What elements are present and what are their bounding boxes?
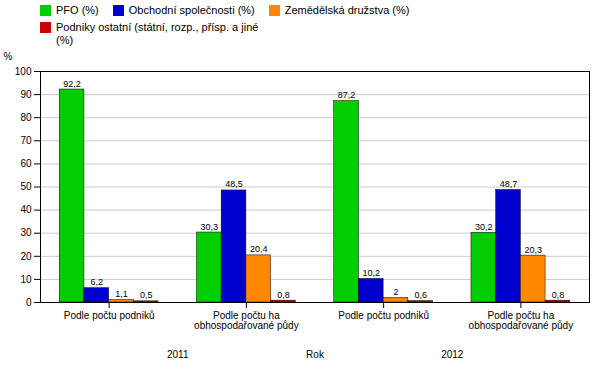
svg-text:2: 2 <box>393 287 398 297</box>
svg-text:Podle počtu podniků: Podle počtu podniků <box>64 310 155 321</box>
svg-text:2012: 2012 <box>441 349 464 360</box>
svg-text:20,4: 20,4 <box>250 244 268 254</box>
svg-text:100: 100 <box>15 66 32 77</box>
svg-text:Rok: Rok <box>306 349 325 360</box>
svg-text:50: 50 <box>20 181 32 192</box>
svg-text:40: 40 <box>20 204 32 215</box>
html-text:PFO (%): PFO (%) <box>56 4 99 16</box>
svg-text:30,2: 30,2 <box>475 222 493 232</box>
svg-text:0,6: 0,6 <box>414 290 427 300</box>
svg-text:10: 10 <box>20 274 32 285</box>
svg-text:2011: 2011 <box>167 349 189 360</box>
svg-text:30: 30 <box>20 227 32 238</box>
svg-text:60: 60 <box>20 158 32 169</box>
svg-text:70: 70 <box>20 135 32 146</box>
svg-text:80: 80 <box>20 112 32 123</box>
html-text:Obchodní společnosti (%): Obchodní společnosti (%) <box>128 4 255 16</box>
svg-text:10,2: 10,2 <box>363 268 381 278</box>
svg-text:Podle počtu haobhospodařované: Podle počtu haobhospodařované půdy <box>194 310 299 331</box>
svg-text:87,2: 87,2 <box>338 90 356 100</box>
svg-text:Podle počtu haobhospodařované: Podle počtu haobhospodařované půdy <box>469 310 574 331</box>
svg-text:0: 0 <box>26 297 32 308</box>
svg-text:48,5: 48,5 <box>225 179 243 189</box>
svg-text:0,5: 0,5 <box>140 290 153 300</box>
html-text:Zemědělská družstva (%): Zemědělská družstva (%) <box>284 4 410 16</box>
svg-text:6,2: 6,2 <box>91 277 104 287</box>
html-text:Podniky ostatní (státní, rozp.: Podniky ostatní (státní, rozp., přísp. a… <box>56 21 259 46</box>
svg-text:92,2: 92,2 <box>63 79 81 89</box>
svg-text:20,3: 20,3 <box>524 245 542 255</box>
svg-text:Podle počtu podniků: Podle počtu podniků <box>338 310 429 321</box>
svg-text:20: 20 <box>20 251 32 262</box>
svg-text:0,8: 0,8 <box>552 290 565 300</box>
svg-text:0,8: 0,8 <box>277 290 290 300</box>
svg-text:90: 90 <box>20 89 32 100</box>
svg-text:48,7: 48,7 <box>500 179 518 189</box>
svg-text:1,1: 1,1 <box>115 289 128 299</box>
svg-text:%: % <box>4 51 13 62</box>
svg-text:30,3: 30,3 <box>201 222 219 232</box>
